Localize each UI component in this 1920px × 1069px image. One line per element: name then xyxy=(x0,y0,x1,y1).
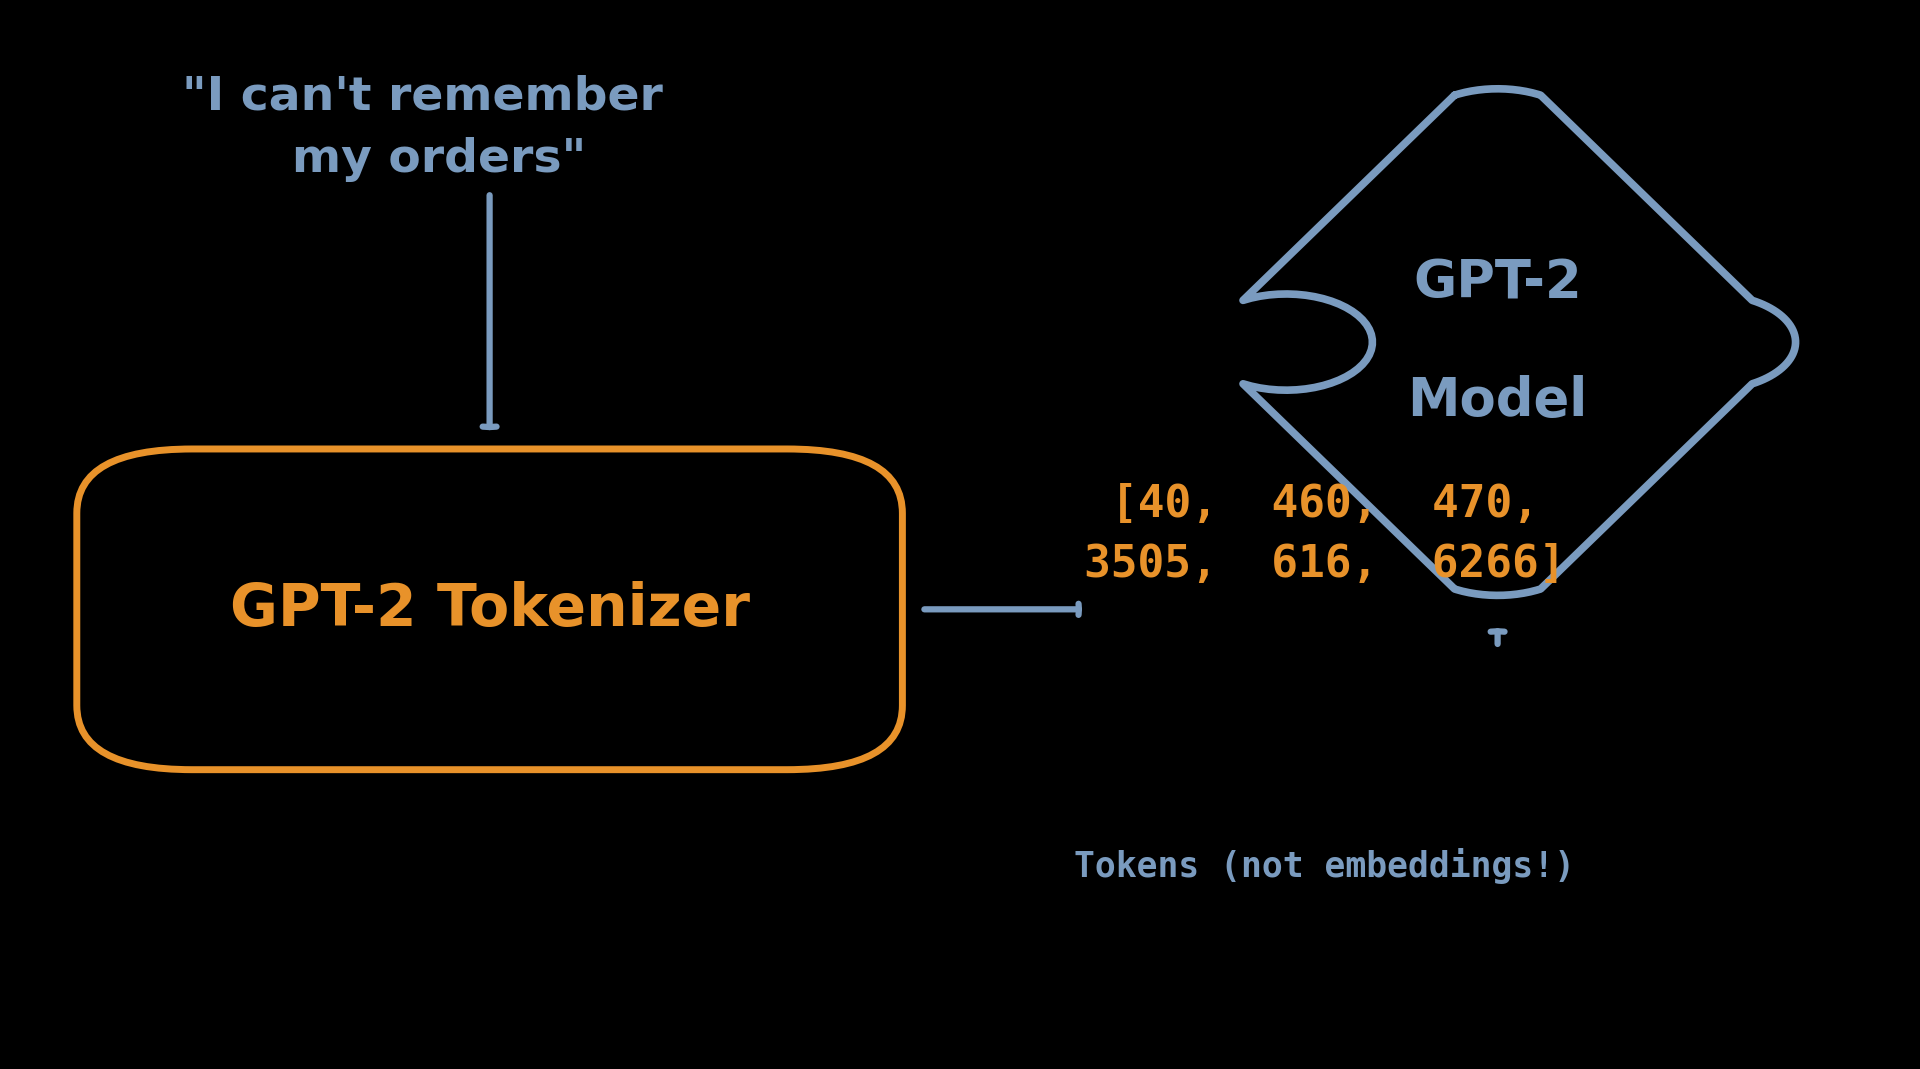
Text: GPT-2 Tokenizer: GPT-2 Tokenizer xyxy=(230,580,749,638)
FancyBboxPatch shape xyxy=(77,449,902,770)
Text: Model: Model xyxy=(1407,375,1588,427)
Polygon shape xyxy=(1242,89,1795,595)
Text: Tokens (not embeddings!): Tokens (not embeddings!) xyxy=(1075,848,1574,884)
Text: GPT-2: GPT-2 xyxy=(1413,258,1582,309)
Text: "I can't remember
  my orders": "I can't remember my orders" xyxy=(182,75,662,183)
Text: [40,  460,  470,
3505,  616,  6266]: [40, 460, 470, 3505, 616, 6266] xyxy=(1085,483,1565,586)
